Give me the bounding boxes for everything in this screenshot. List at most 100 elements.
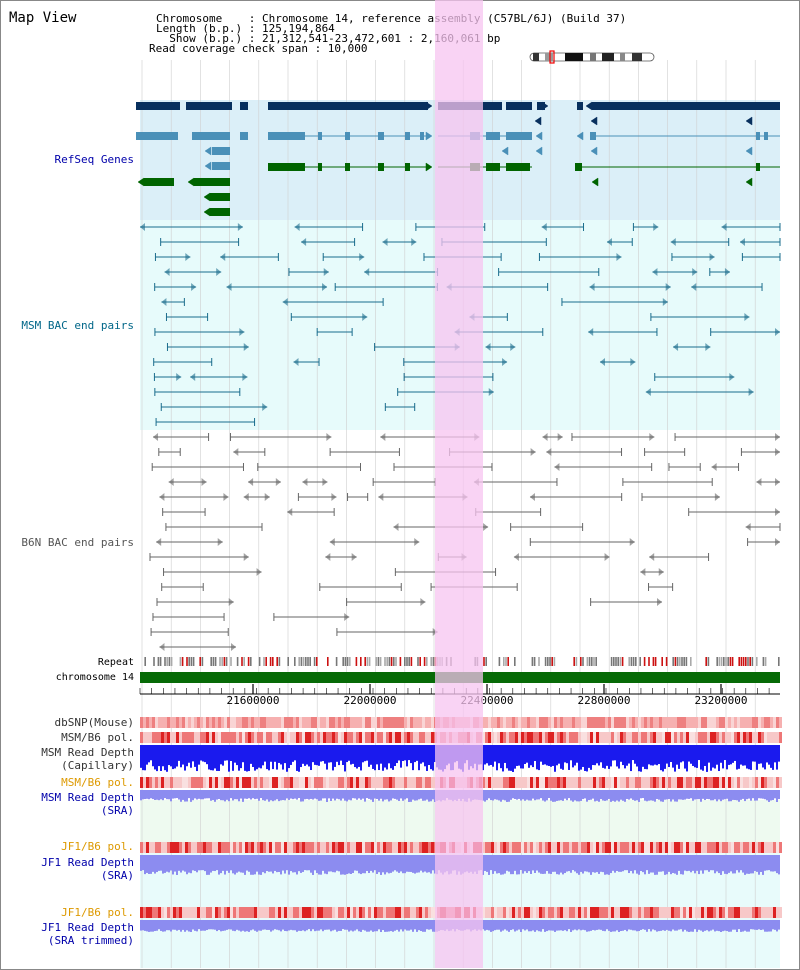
jf1-sra-depth-bar xyxy=(618,855,620,872)
msm-capillary-depth-bar xyxy=(492,745,494,767)
repeat-mark xyxy=(639,657,641,666)
jf1-pol-trim-cell xyxy=(560,907,563,918)
dbsnp-cell xyxy=(746,717,749,728)
repeat-features[interactable] xyxy=(144,657,780,666)
jf1-pol-trim-cell xyxy=(710,907,713,918)
msm-pol-sra-cell xyxy=(464,777,467,788)
dbsnp-cell xyxy=(200,717,203,728)
jf1-trim-depth-bar xyxy=(456,920,458,930)
jf1-trim-depth-bar xyxy=(568,920,570,930)
msm-sra-depth-bar xyxy=(328,790,330,799)
end-marker xyxy=(164,268,170,276)
jf1-sra-depth-bar xyxy=(168,855,170,873)
msm-pol-sra-cell xyxy=(620,777,623,788)
msm-sra-depth-bar xyxy=(298,790,300,799)
msm-pol-sra-cell xyxy=(413,777,416,788)
jf1-pol-trim-cell xyxy=(434,907,437,918)
jf1-sra-depth-bar xyxy=(456,855,458,875)
jf1-trim-depth-bar xyxy=(544,920,546,932)
msm-capillary-depth-bar xyxy=(630,745,632,772)
msm-pol-cell xyxy=(227,732,230,743)
msm-capillary-depth-bar xyxy=(150,745,152,761)
jf1-sra-depth-bar xyxy=(570,855,572,873)
jf1-pol-trim-cell xyxy=(488,907,491,918)
jf1-sra-depth-bar xyxy=(194,855,196,871)
jf1-sra-depth-bar xyxy=(574,855,576,872)
msm-sra-depth-bar xyxy=(492,790,494,801)
msm-capillary-depth-bar xyxy=(242,745,244,763)
msm-sra-depth-bar xyxy=(170,790,172,802)
jf1-pol-trim-cell xyxy=(152,907,155,918)
msm-bac-features[interactable] xyxy=(140,223,781,426)
msm-sra-depth-bar xyxy=(754,790,756,801)
msm-capillary-depth-bar xyxy=(254,745,256,771)
jf1-sra-depth-bar xyxy=(704,855,706,871)
msm-capillary-depth-bar xyxy=(356,745,358,769)
jf1-pol-cell xyxy=(428,842,431,853)
jf1-sra-depth-bar xyxy=(712,855,714,871)
msm-pol-sra-cell xyxy=(149,777,152,788)
jf1-trim-depth-bar xyxy=(286,920,288,932)
jf1-pol-cell xyxy=(200,842,203,853)
jf1-trim-depth-bar xyxy=(298,920,300,931)
repeat-mark xyxy=(731,657,734,666)
msm-pol-cell xyxy=(488,732,491,743)
msm-sra-depth-bar xyxy=(158,790,160,801)
jf1-sra-depth-bar xyxy=(612,855,614,871)
ideogram-band xyxy=(632,53,642,61)
jf1-sra-depth-bar xyxy=(486,855,488,872)
jf1-sra-depth-bar xyxy=(532,855,534,871)
msm-sra-depth-bar xyxy=(630,790,632,799)
msm-pol-cell xyxy=(158,732,161,743)
msm-pol-sra-cell xyxy=(653,777,656,788)
jf1-trim-depth-bar xyxy=(534,920,536,932)
chromosome-ideogram[interactable] xyxy=(529,50,655,64)
jf1-pol-cell xyxy=(740,842,743,853)
msm-capillary-depth-bar xyxy=(448,745,450,764)
dbsnp-label-text: dbSNP(Mouse) xyxy=(54,716,134,729)
track-label-refseq-genes[interactable]: RefSeq Genes xyxy=(0,153,134,166)
msm-capillary-depth-bar xyxy=(472,745,474,769)
jf1-trim-depth-bar xyxy=(464,920,466,931)
msm-pol-sra-cell xyxy=(755,777,758,788)
strand-arrow xyxy=(425,131,433,141)
jf1-sra-depth-bar xyxy=(144,855,146,875)
msm-pol-cell xyxy=(557,732,560,743)
msm-capillary-depth-bar xyxy=(170,745,172,767)
dbsnp-cell xyxy=(764,717,767,728)
jf1-sra-depth-bar xyxy=(432,855,434,871)
jf1-pol-cell xyxy=(353,842,356,853)
dbsnp-cell xyxy=(377,717,380,728)
jf1-sra-depth-bar xyxy=(572,855,574,871)
jf1-trim-depth-bar xyxy=(152,920,154,932)
msm-pol-cell xyxy=(743,732,746,743)
msm-pol-sra-cell xyxy=(164,777,167,788)
track-label-b6n-bac[interactable]: B6N BAC end pairs xyxy=(0,536,134,549)
jf1-pol-trim-cell xyxy=(284,907,287,918)
jf1-pol-trim-cell xyxy=(566,907,569,918)
b6n-bac-features[interactable] xyxy=(149,433,781,651)
jf1-pol-cell xyxy=(572,842,575,853)
jf1-trim-depth-bar xyxy=(602,920,604,931)
jf1-pol-cell xyxy=(140,842,143,853)
jf1-pol-cell xyxy=(725,842,728,853)
jf1-trim-depth-bar xyxy=(454,920,456,932)
dbsnp-cell xyxy=(422,717,425,728)
msm-pol-sra-cell xyxy=(506,777,509,788)
end-marker xyxy=(604,553,610,561)
repeat-mark xyxy=(179,657,182,666)
repeat-mark xyxy=(764,657,767,666)
jf1-pol-trim-cell xyxy=(641,907,644,918)
jf1-trim-depth-bar xyxy=(370,920,372,931)
msm-pol-sra-cell xyxy=(281,777,284,788)
msm-sra-depth-bar xyxy=(406,790,408,799)
msm-pol-cell xyxy=(305,732,308,743)
msm-pol-cell xyxy=(644,732,647,743)
repeat-mark xyxy=(745,657,747,666)
track-label-msm-bac[interactable]: MSM BAC end pairs xyxy=(0,319,134,332)
jf1-pol-trim-cell xyxy=(182,907,185,918)
jf1-pol-trim-cell xyxy=(512,907,515,918)
jf1-sra-depth-bar xyxy=(600,855,602,872)
jf1-sra-depth-bar xyxy=(488,855,490,875)
